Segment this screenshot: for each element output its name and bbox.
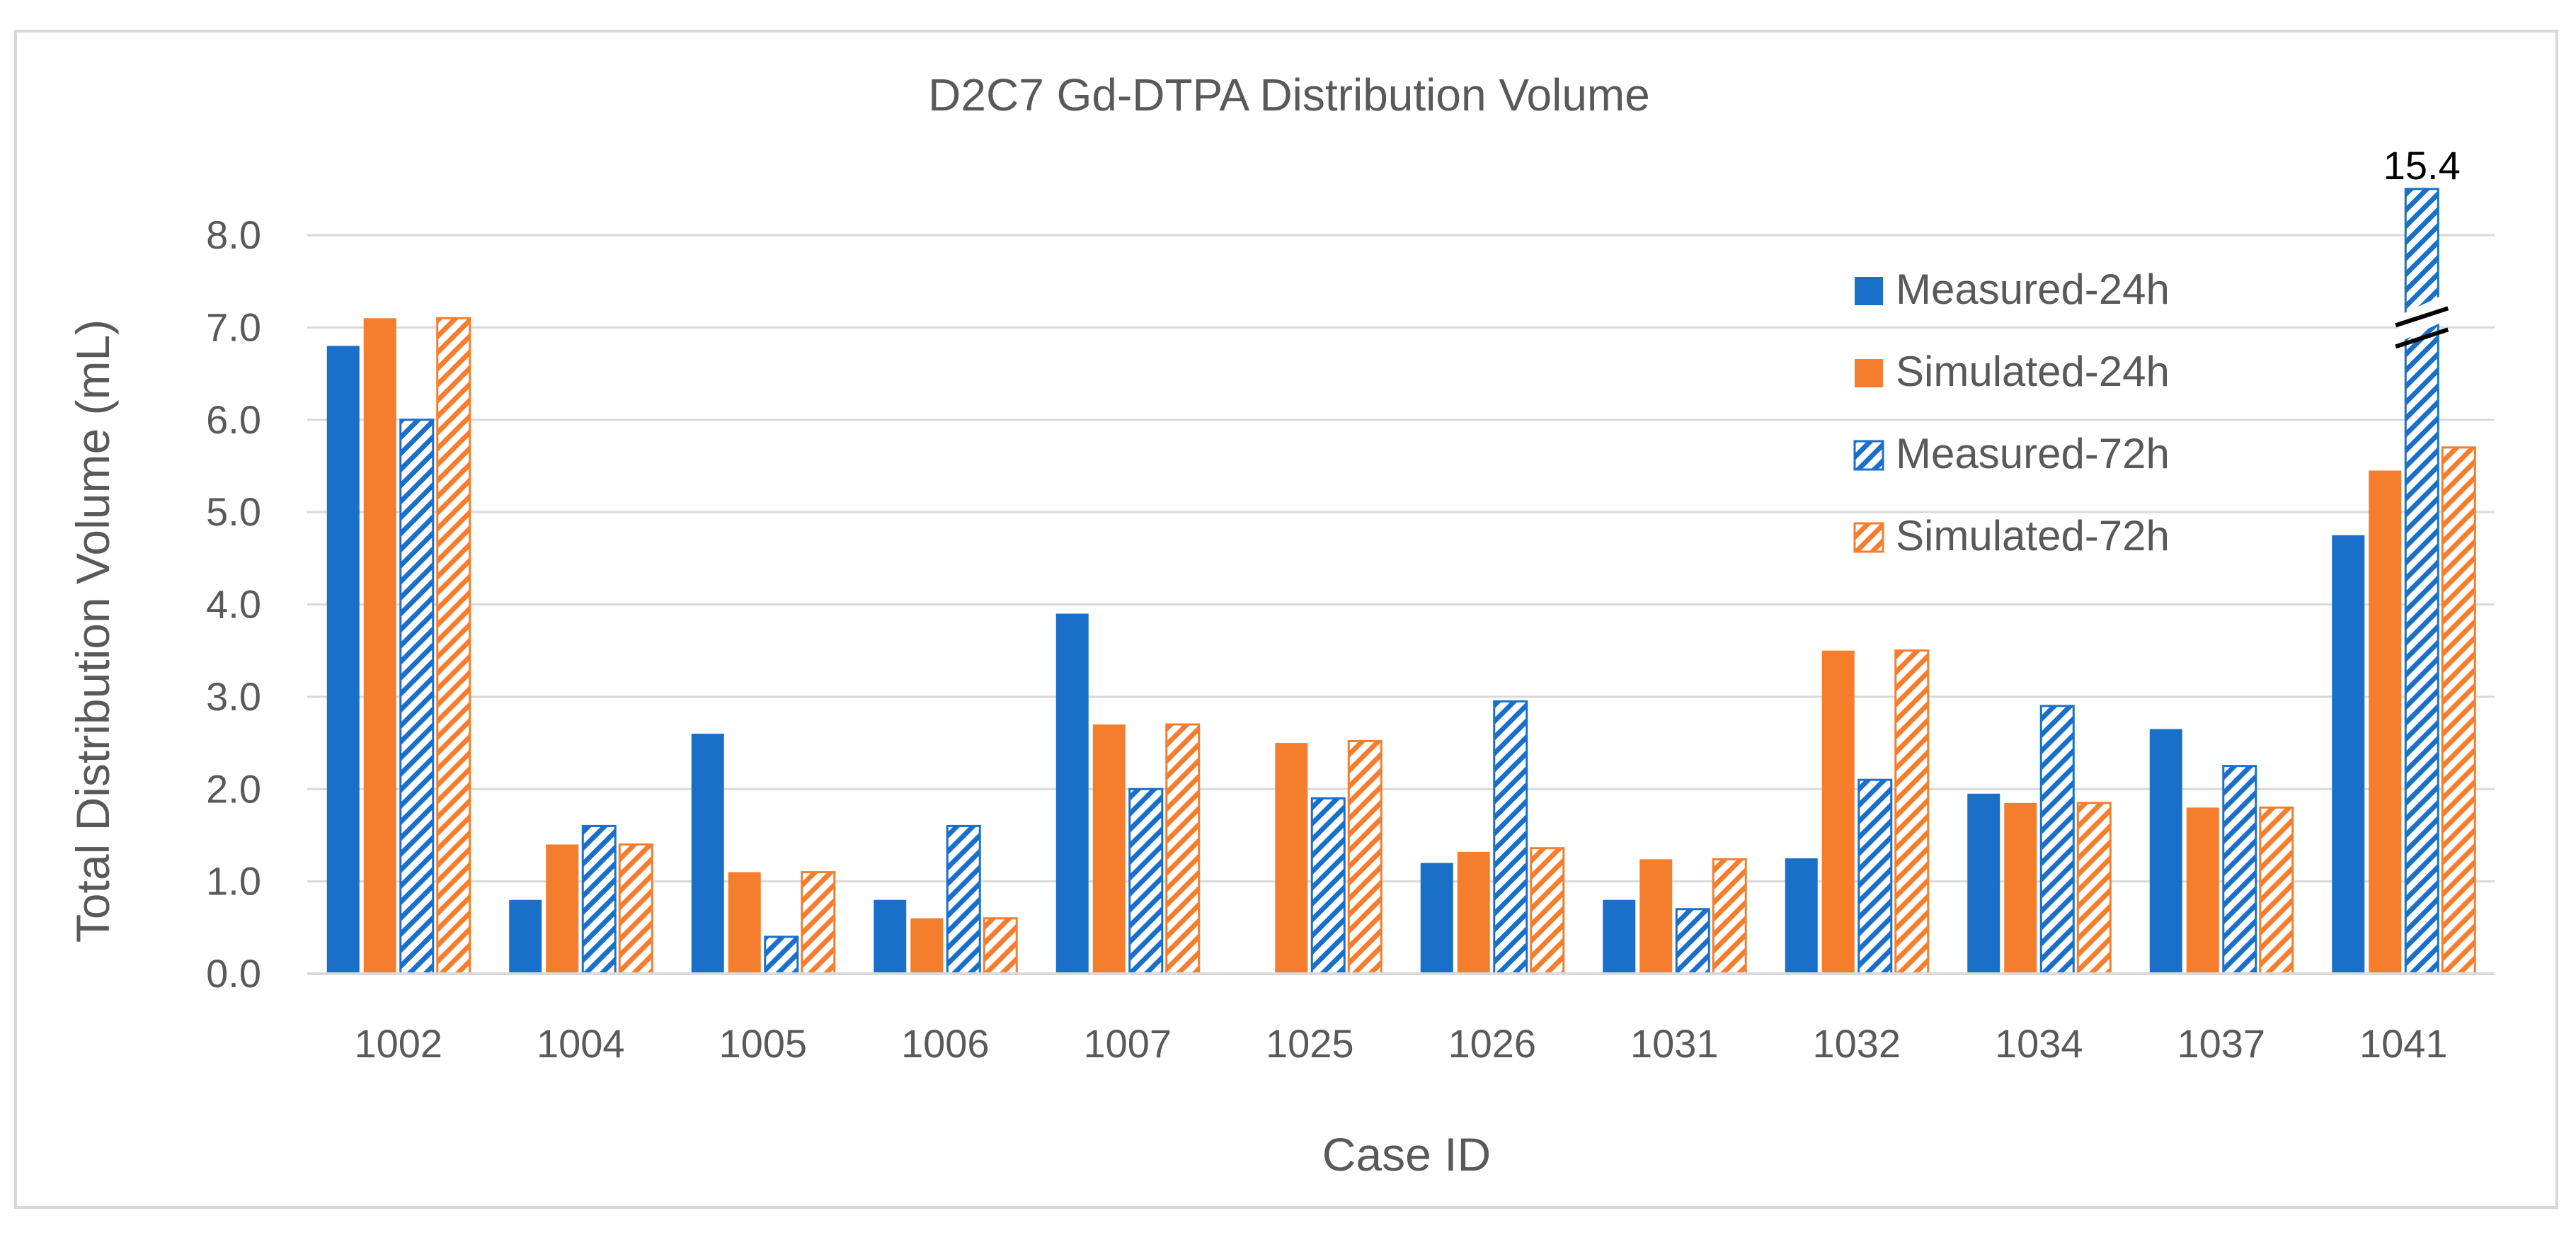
bar-measured-72h-1002 (399, 419, 435, 975)
gridlines (307, 234, 2495, 883)
bar-measured-72h-1032 (1857, 778, 1893, 975)
x-tick-label: 1007 (1083, 1021, 1172, 1066)
x-tick-label: 1032 (1812, 1021, 1901, 1066)
legend-label-simulated-24h: Simulated-24h (1896, 348, 2170, 395)
bar-simulated-72h-1004 (618, 843, 653, 975)
bar-simulated-24h-1037 (2186, 807, 2219, 974)
axis-break-mark (2395, 327, 2449, 349)
y-tick-label: 8.0 (206, 212, 261, 257)
bar-measured-72h-1025 (1310, 797, 1346, 975)
bar-measured-24h-1034 (1967, 793, 2000, 974)
axis-break-mark (2395, 306, 2449, 328)
y-tick-label: 4.0 (206, 582, 261, 627)
bar-simulated-24h-1004 (546, 844, 579, 974)
legend-label-simulated-72h: Simulated-72h (1896, 512, 2170, 559)
x-axis-title: Case ID (1322, 1128, 1491, 1181)
chart-frame: 0.0 1.0 2.0 3.0 4.0 5.0 6.0 7.0 8.0 1002 1004 1005 1… (14, 30, 2558, 1209)
legend-swatch-measured-72h (1853, 440, 1884, 471)
x-tick-label: 1041 (2359, 1021, 2448, 1066)
bar-simulated-24h-1034 (2004, 802, 2037, 974)
bar-simulated-72h-1034 (2076, 802, 2112, 975)
x-tick-label: 1031 (1630, 1021, 1719, 1066)
bar-simulated-24h-1031 (1639, 859, 1673, 974)
bar-measured-72h-1007 (1128, 787, 1164, 975)
y-axis-title: Total Distribution Volume (mL) (67, 319, 119, 943)
legend-swatch-simulated-72h (1853, 522, 1884, 553)
x-tick-label: 1026 (1448, 1021, 1536, 1066)
bar-simulated-72h-1032 (1894, 649, 1930, 975)
bar-measured-72h-1004 (581, 824, 617, 975)
axes: 0.0 1.0 2.0 3.0 4.0 5.0 6.0 7.0 8.0 1002 1004 1005 1… (206, 212, 2495, 1066)
bar-simulated-72h-1031 (1712, 858, 1747, 975)
bar-simulated-72h-1002 (436, 317, 471, 975)
legend-label-measured-24h: Measured-24h (1896, 266, 2170, 313)
y-tick-label: 6.0 (206, 397, 261, 442)
bar-measured-72h-1006 (946, 824, 981, 975)
bars (326, 188, 2476, 975)
bar-simulated-24h-1032 (1821, 650, 1855, 974)
bar-simulated-24h-1007 (1092, 724, 1126, 974)
bar-measured-24h-1004 (509, 899, 542, 974)
bar-simulated-72h-1037 (2259, 806, 2294, 975)
data-labels: 15.4 (2383, 143, 2461, 188)
y-tick-label: 1.0 (206, 859, 261, 904)
data-label-1041: 15.4 (2383, 143, 2461, 188)
bar-measured-24h-1006 (874, 899, 907, 974)
y-tick-label: 5.0 (206, 489, 261, 534)
bar-measured-72h-1005 (764, 935, 799, 975)
bar-measured-24h-1037 (2149, 729, 2182, 974)
y-tick-label: 0.0 (206, 951, 261, 996)
bar-simulated-24h-1025 (1275, 743, 1308, 974)
bar-simulated-24h-1026 (1457, 851, 1490, 974)
bar-measured-72h-1026 (1493, 700, 1528, 975)
x-tick-label: 1037 (2177, 1021, 2265, 1066)
x-tick-label: 1025 (1266, 1021, 1354, 1066)
bar-simulated-72h-1006 (983, 917, 1018, 975)
bar-simulated-72h-1005 (801, 871, 836, 975)
bar-simulated-72h-1041 (2441, 446, 2476, 975)
bar-simulated-24h-1006 (910, 918, 944, 974)
x-tick-label: 1006 (901, 1021, 990, 1066)
bar-measured-24h-1031 (1603, 899, 1636, 974)
y-tick-label: 3.0 (206, 674, 261, 719)
x-tick-label: 1004 (537, 1021, 625, 1066)
chart-title: D2C7 Gd-DTPA Distribution Volume (928, 69, 1650, 120)
x-tick-label: 1034 (1995, 1021, 2083, 1066)
bar-measured-72h-1037 (2222, 765, 2257, 975)
legend-swatch-measured-24h (1855, 277, 1883, 305)
bar-simulated-24h-1005 (728, 872, 761, 974)
bar-measured-24h-1026 (1420, 863, 1453, 974)
x-tick-label: 1002 (354, 1021, 442, 1066)
legend: Measured-24h Simulated-24h Measured-72h Sim… (1853, 266, 2170, 559)
bar-simulated-24h-1002 (363, 318, 396, 974)
bar-measured-72h-1031 (1675, 908, 1710, 975)
y-tick-label: 2.0 (206, 766, 261, 811)
bar-simulated-24h-1041 (2369, 470, 2402, 974)
bar-measured-24h-1032 (1785, 858, 1818, 974)
bar-measured-24h-1007 (1055, 613, 1089, 974)
bar-measured-24h-1002 (326, 346, 360, 974)
legend-label-measured-72h: Measured-72h (1896, 430, 2170, 477)
bar-measured-24h-1041 (2332, 535, 2365, 974)
x-tick-label: 1005 (719, 1021, 807, 1066)
bar-simulated-72h-1025 (1347, 739, 1383, 975)
bar-measured-72h-1034 (2039, 705, 2075, 975)
bar-simulated-72h-1026 (1530, 847, 1565, 975)
bar-simulated-72h-1007 (1165, 723, 1201, 975)
legend-swatch-simulated-24h (1855, 359, 1883, 387)
chart-canvas: 0.0 1.0 2.0 3.0 4.0 5.0 6.0 7.0 8.0 1002 1004 1005 1… (67, 69, 2495, 1181)
y-tick-label: 7.0 (206, 305, 261, 349)
bar-measured-24h-1005 (691, 734, 724, 974)
